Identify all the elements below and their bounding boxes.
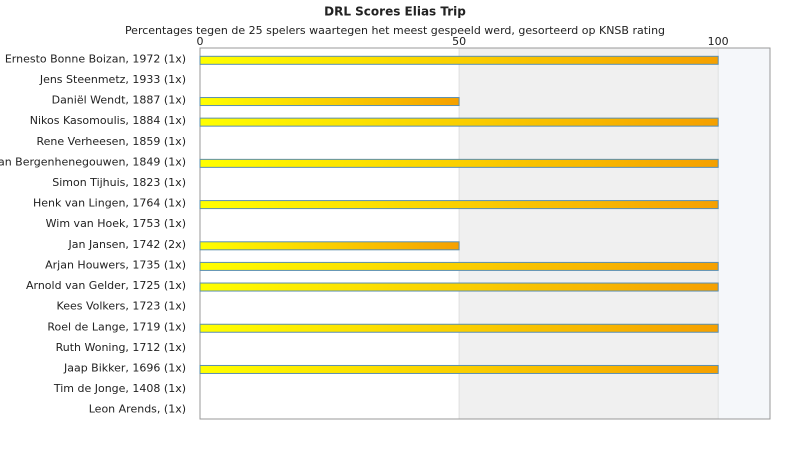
y-tick-label: Ruth Woning, 1712 (1x) [56,341,186,354]
bar [199,200,719,210]
x-tick-label: 100 [708,35,729,48]
x-tick-label: 0 [197,35,204,48]
y-tick-label: Nikos Kasomoulis, 1884 (1x) [30,114,186,127]
y-tick-label: Arjan Houwers, 1735 (1x) [45,258,186,271]
y-tick-label: Arnold van Gelder, 1725 (1x) [26,279,186,292]
x-tick-label: 50 [452,35,466,48]
bar [199,364,719,374]
plot-band [459,48,719,419]
bar [199,323,719,333]
bar [199,261,719,271]
bar [199,158,719,168]
y-tick-label: Ernesto Bonne Boizan, 1972 (1x) [5,52,186,65]
y-tick-label: Kees Volkers, 1723 (1x) [57,300,186,313]
y-tick-label: Rene Verheesen, 1859 (1x) [37,135,186,148]
y-tick-label: Roel de Lange, 1719 (1x) [47,320,186,333]
chart-subtitle: Percentages tegen de 25 spelers waartege… [125,24,665,37]
y-tick-label: Henk van Lingen, 1764 (1x) [33,197,186,210]
plot-border [199,47,771,420]
y-tick-label: van Bergenhenegouwen, 1849 (1x) [0,155,186,168]
bar [199,97,460,107]
y-tick-label: Jaap Bikker, 1696 (1x) [63,361,186,374]
plot-band [200,48,460,419]
y-tick-label: Tim de Jonge, 1408 (1x) [53,382,186,395]
y-tick-label: Simon Tijhuis, 1823 (1x) [52,176,186,189]
y-tick-label: Leon Arends, (1x) [89,403,186,416]
y-tick-label: Daniël Wendt, 1887 (1x) [52,94,186,107]
chart-title: DRL Scores Elias Trip [324,5,466,19]
bar [199,117,719,127]
plot-band [718,48,770,419]
bar [199,241,460,251]
y-tick-label: Jens Steenmetz, 1933 (1x) [39,73,186,86]
bar [199,55,719,65]
y-tick-label: Wim van Hoek, 1753 (1x) [46,217,186,230]
bar [199,282,719,292]
y-tick-label: Jan Jansen, 1742 (2x) [68,238,186,251]
